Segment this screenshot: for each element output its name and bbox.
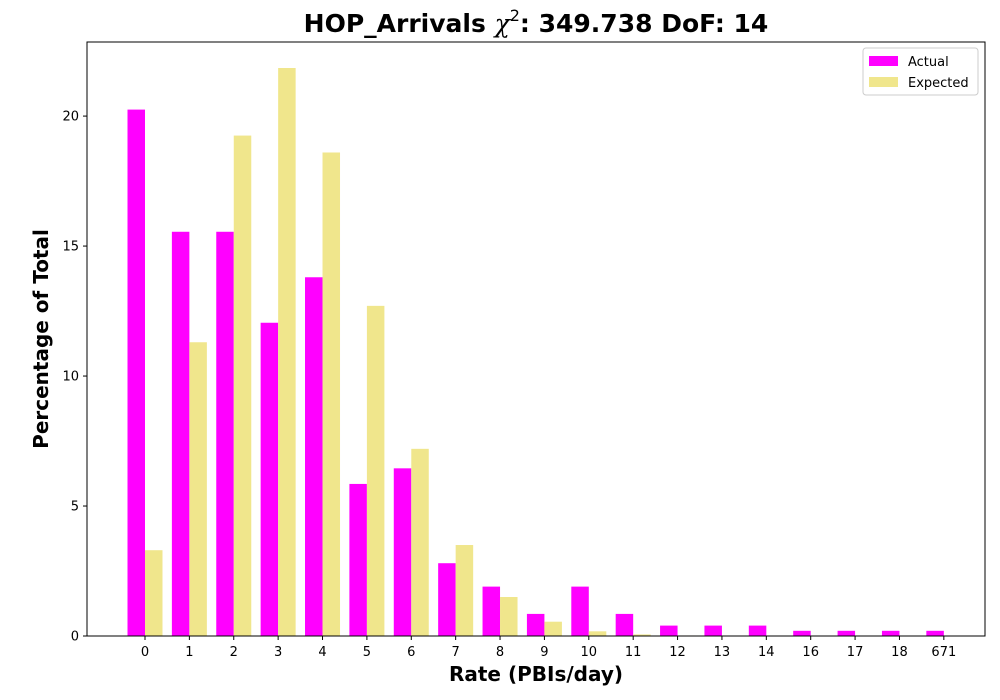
- bar-expected-4: [322, 152, 341, 637]
- bar-expected-6: [411, 448, 429, 636]
- x-tick-label: 8: [496, 645, 504, 660]
- x-tick-label: 1: [185, 645, 193, 660]
- y-tick-label: 15: [62, 240, 79, 255]
- bar-actual-11: [615, 613, 634, 636]
- x-tick-label: 14: [758, 645, 775, 660]
- x-tick-label: 671: [931, 645, 956, 660]
- x-tick-label: 0: [141, 645, 149, 660]
- bar-actual-3: [260, 322, 279, 636]
- y-tick-label: 20: [62, 110, 79, 125]
- x-tick-label: 18: [891, 645, 908, 660]
- bar-actual-1: [171, 231, 190, 636]
- bar-expected-0: [145, 550, 163, 636]
- y-tick-label: 5: [71, 500, 79, 515]
- bar-actual-8: [482, 586, 501, 636]
- chart-title-main: HOP_Arrivals: [304, 9, 495, 38]
- y-tick-label: 10: [62, 370, 79, 385]
- legend-swatch-actual: [869, 56, 898, 66]
- bar-actual-671: [926, 630, 944, 636]
- bar-actual-9: [526, 613, 545, 636]
- bar-actual-2: [216, 231, 234, 636]
- bars-layer: [127, 68, 944, 637]
- bar-actual-16: [793, 630, 811, 636]
- bar-expected-8: [500, 597, 518, 636]
- bar-actual-13: [704, 625, 722, 636]
- bar-actual-4: [305, 277, 323, 636]
- x-axis-title: Rate (PBIs/day): [449, 662, 623, 686]
- x-tick-label: 10: [581, 645, 598, 660]
- bar-actual-6: [393, 468, 412, 636]
- bar-expected-7: [455, 545, 474, 636]
- y-tick-label: 0: [71, 630, 79, 645]
- x-tick-label: 11: [625, 645, 642, 660]
- legend-label-expected: Expected: [908, 76, 969, 91]
- bar-expected-5: [366, 305, 385, 636]
- y-axis: 0 5 10 15 20: [62, 110, 87, 645]
- bar-actual-0: [127, 109, 145, 637]
- bar-actual-18: [881, 630, 900, 636]
- x-tick-label: 17: [847, 645, 864, 660]
- bar-expected-10: [588, 631, 607, 636]
- bar-expected-11: [633, 634, 651, 636]
- legend: Actual Expected: [862, 47, 979, 96]
- bar-actual-17: [837, 630, 856, 636]
- chart-title-superscript: 2: [510, 6, 520, 25]
- bar-actual-14: [748, 625, 767, 636]
- x-tick-label: 12: [669, 645, 686, 660]
- bar-expected-2: [233, 135, 252, 636]
- bar-actual-10: [571, 586, 589, 636]
- x-tick-label: 9: [540, 645, 548, 660]
- chart-title: HOP_Arrivals χ2: 349.738 DoF: 14: [304, 6, 769, 38]
- x-tick-label: 7: [452, 645, 460, 660]
- x-tick-label: 3: [274, 645, 282, 660]
- bar-expected-9: [544, 621, 562, 636]
- plot-frame: [86, 41, 986, 637]
- x-tick-label: 4: [318, 645, 326, 660]
- x-tick-label: 13: [714, 645, 731, 660]
- chart-title-rest: : 349.738 DoF: 14: [520, 9, 768, 38]
- chart-title-chi: χ: [493, 9, 512, 38]
- x-tick-label: 16: [802, 645, 819, 660]
- legend-swatch-expected: [869, 77, 898, 87]
- bar-actual-5: [349, 483, 367, 636]
- legend-label-actual: Actual: [908, 55, 949, 70]
- y-axis-title: Percentage of Total: [29, 229, 53, 449]
- bar-expected-1: [189, 342, 207, 636]
- x-tick-label: 6: [407, 645, 415, 660]
- bar-expected-3: [278, 68, 296, 636]
- x-tick-label: 5: [363, 645, 371, 660]
- bar-actual-7: [438, 563, 456, 636]
- bar-actual-12: [660, 625, 678, 636]
- x-tick-label: 2: [230, 645, 238, 660]
- x-axis: 0 1 2 3 4 5 6 7 8 9 10 11 12 13 14 16 17 18 671: [141, 636, 956, 660]
